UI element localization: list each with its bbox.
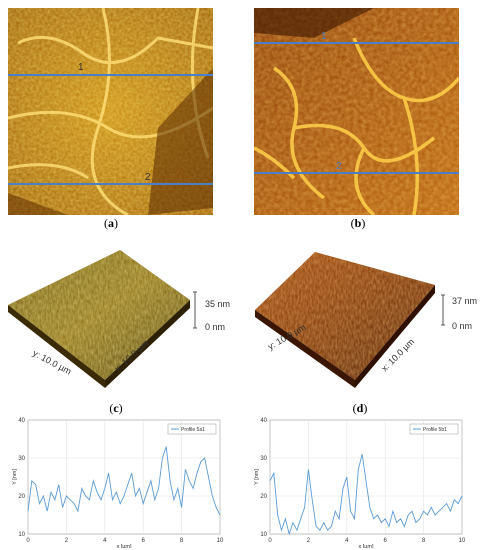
legend-label: Profile 5a1 [181,427,205,433]
x-tick-label: 10 [217,538,224,544]
legend-box [409,423,459,435]
x-tick-label: 2 [307,538,311,544]
y-tick-label: 40 [18,418,25,424]
y-tick-label: 10 [260,532,267,538]
afm-image-b: 1 2 [254,8,459,215]
x-axis-label: x [µm] [116,544,132,548]
z-min-label-d: 0 nm [452,321,472,331]
x-tick-label: 6 [142,538,146,544]
x-tick-label: 2 [65,538,69,544]
profile-chart-a: 0 2 4 6 8 10 10 20 30 40 x [µm] Y [nm] Profile 5a1 [12,418,224,548]
x-axis-label: x [µm] [358,544,374,548]
plot-area [27,419,221,535]
x-tick-label: 8 [422,538,426,544]
panel-label-a: (a) [104,216,118,230]
x-tick-label: 10 [459,538,466,544]
y-axis-label: Y [nm] [254,469,260,485]
line-2-label-a: 2 [145,172,151,183]
panel-label-c: (c) [109,401,123,415]
y-tick-label: 20 [18,494,25,500]
z-max-label-c: 35 nm [205,299,230,309]
panel-label-b: (b) [350,216,366,230]
y-tick-label: 40 [260,418,267,424]
afm-3d-d: 37 nm 0 nm y: 10.0 µm x: 10.0 µm [245,240,480,400]
x-tick-label: 4 [345,538,349,544]
z-max-label-d: 37 nm [452,296,477,306]
x-tick-label: 4 [103,538,107,544]
line-1-label-a: 1 [78,62,84,73]
y-tick-label: 30 [18,456,25,462]
x-tick-label: 6 [384,538,388,544]
legend-label: Profile 5b1 [423,427,447,433]
profile-chart-b: 0 2 4 6 8 10 10 20 30 40 x [µm] Y [nm] Profile 5b1 [254,418,466,548]
profile-series-line [269,454,463,536]
legend-box [167,423,217,435]
line-2-label-b: 2 [336,161,342,172]
plot-area [269,419,463,535]
afm-image-a: 1 2 [8,8,213,215]
x-tick-label: 8 [180,538,184,544]
line-1-label-b: 1 [321,31,327,42]
z-min-label-c: 0 nm [205,322,225,332]
y-tick-label: 20 [260,494,267,500]
y-tick-label: 30 [260,456,267,462]
x-tick-label: 0 [268,538,272,544]
y-axis-label: Y [nm] [12,469,18,485]
profile-series-line [27,446,221,516]
y-tick-label: 10 [18,532,25,538]
afm-3d-c: 35 nm 0 nm y: 10.0 µm x: 10.0 µm [0,240,240,400]
x-tick-label: 0 [26,538,30,544]
panel-label-d: (d) [352,401,368,415]
